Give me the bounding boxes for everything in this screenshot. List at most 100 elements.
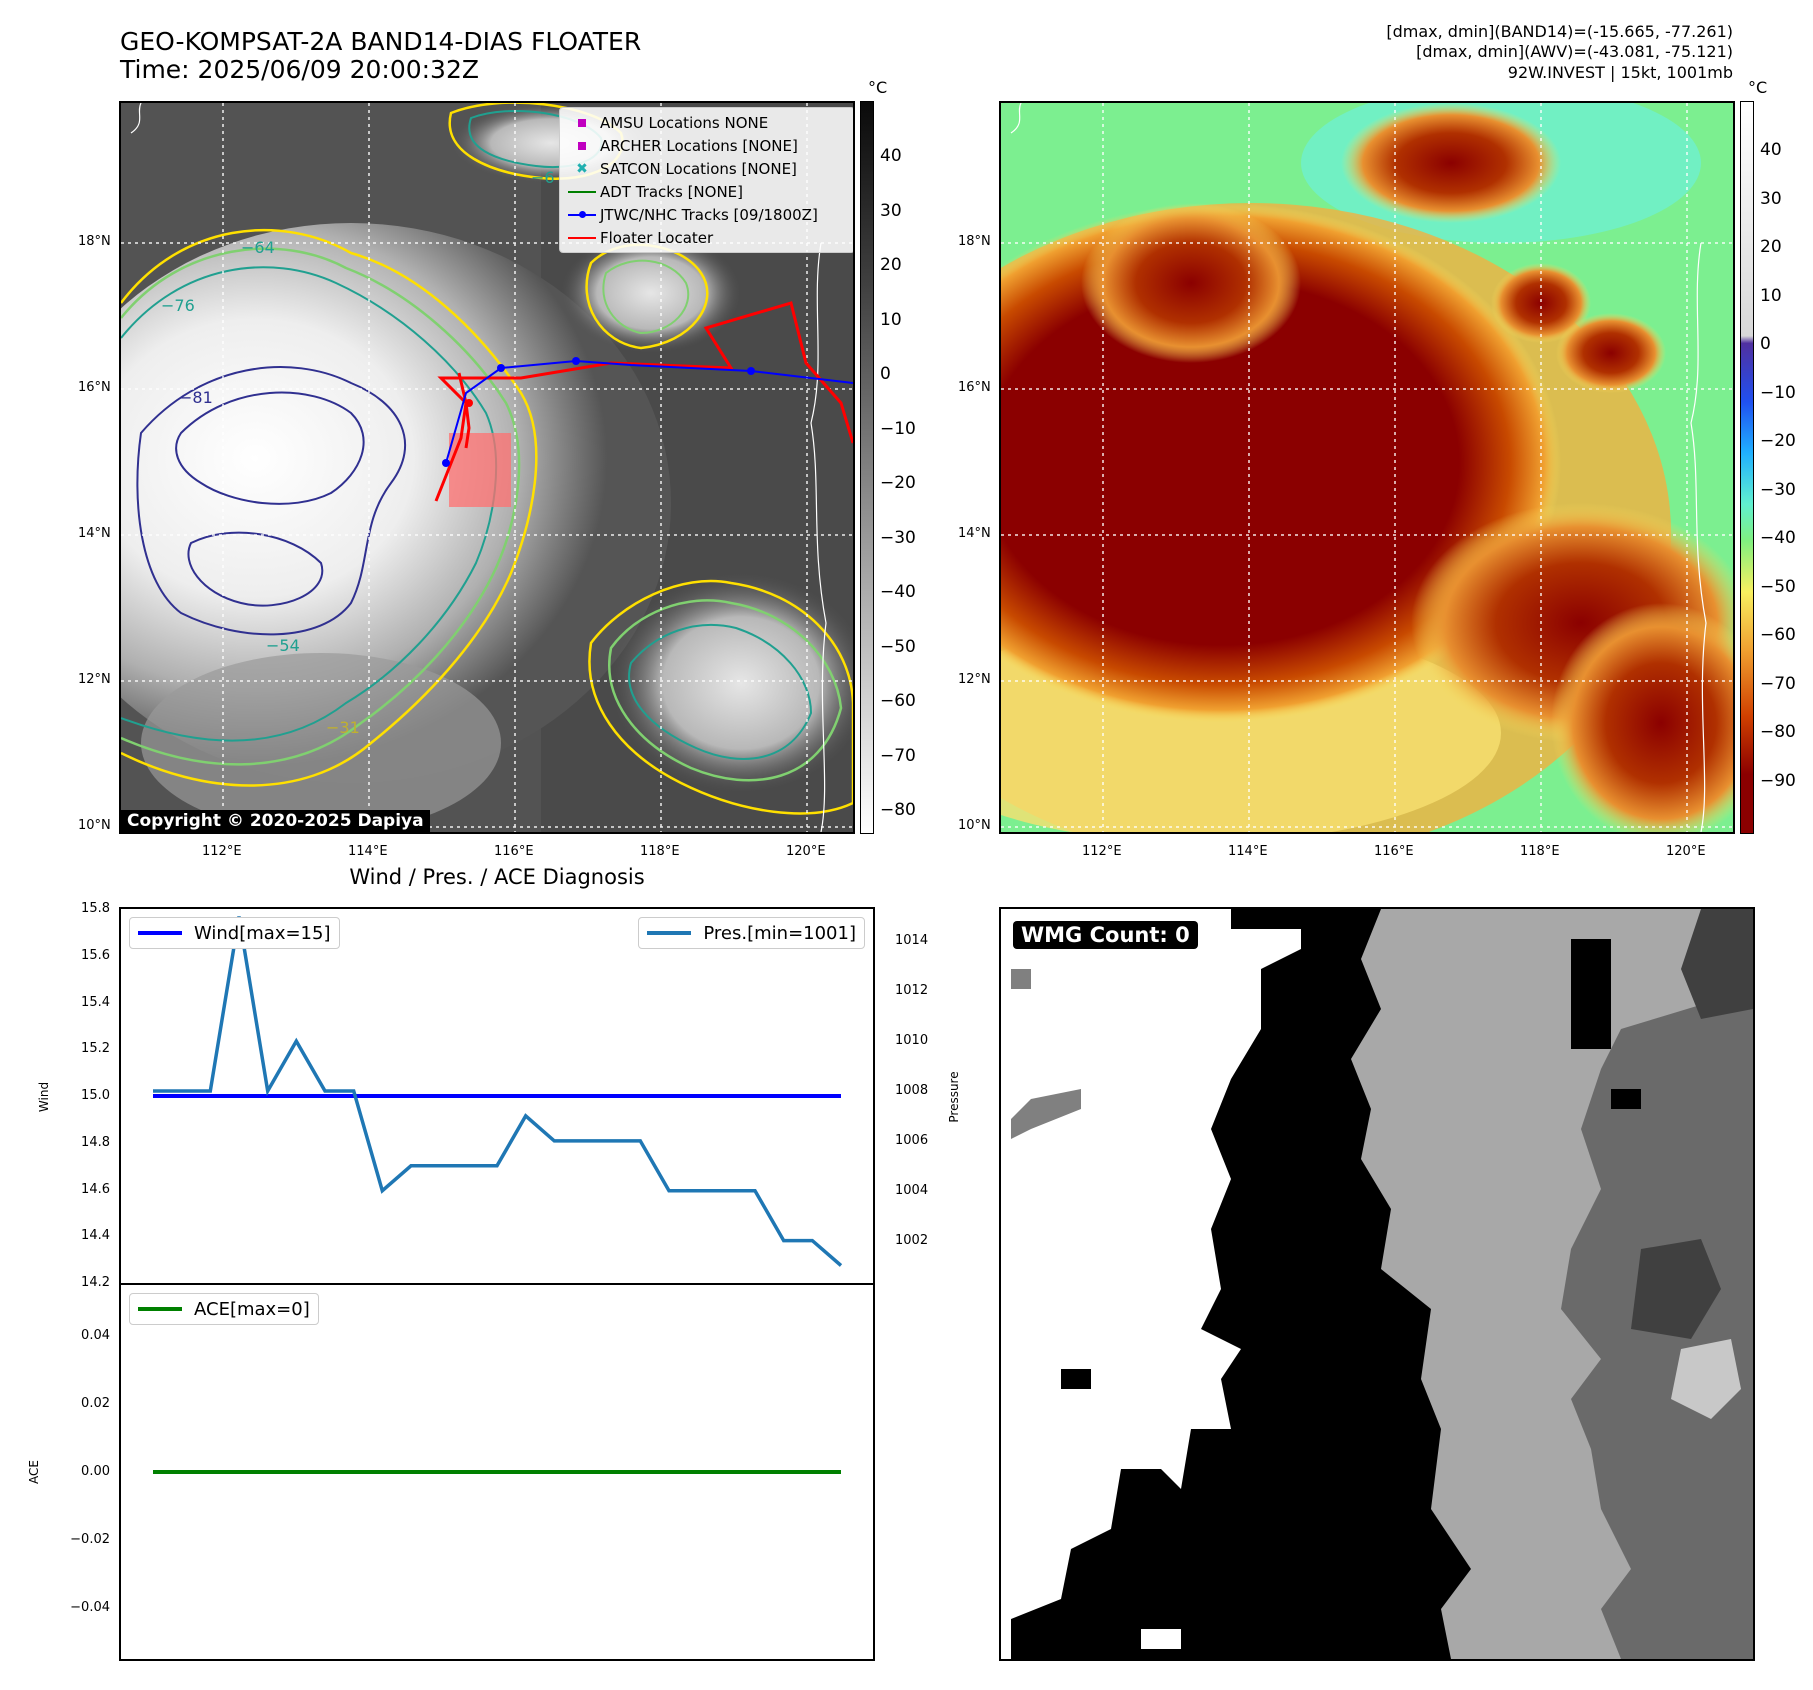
wind-tick: 15.4 bbox=[81, 994, 110, 1010]
wmg-panel: WMG Count: 0 bbox=[999, 907, 1755, 1661]
wind-tick: 14.2 bbox=[81, 1275, 110, 1290]
right-colorbar-unit: °C bbox=[1748, 78, 1768, 97]
awv-map-panel bbox=[999, 101, 1735, 834]
info-band14: [dmax, dmin](BAND14)=(-15.665, -77.261) bbox=[1386, 22, 1733, 41]
left-colorbar-tick: −60 bbox=[880, 691, 916, 711]
legend-archer: ARCHER Locations [NONE] bbox=[564, 134, 850, 157]
left-colorbar-tick: 30 bbox=[880, 200, 902, 221]
chart-title: GEO-KOMPSAT-2A BAND14-DIAS FLOATER bbox=[120, 27, 642, 56]
right-colorbar-tick: −90 bbox=[1760, 770, 1796, 791]
wind-tick: 14.8 bbox=[81, 1134, 110, 1150]
ace-tick: 0.00 bbox=[81, 1464, 110, 1479]
map-legend: AMSU Locations NONE ARCHER Locations [NO… bbox=[559, 107, 853, 253]
pressure-legend: Pres.[min=1001] bbox=[638, 917, 865, 949]
lat-tick: 12°N bbox=[958, 672, 991, 687]
right-colorbar-tick: −40 bbox=[1760, 528, 1796, 548]
lat-tick: 16°N bbox=[78, 380, 111, 395]
ir-map-panel: −81 −76 −64 −54 −31 −6 AMSU Locations NO… bbox=[119, 101, 855, 834]
pressure-tick: 1012 bbox=[895, 983, 929, 999]
contour-label-64: −64 bbox=[241, 238, 275, 257]
contour-label-6: −6 bbox=[531, 168, 555, 187]
ace-svg bbox=[153, 1470, 841, 1474]
lat-tick: 14°N bbox=[78, 526, 111, 541]
right-colorbar-tick: −50 bbox=[1760, 576, 1796, 597]
lat-tick: 10°N bbox=[958, 818, 991, 833]
right-colorbar-tick: −20 bbox=[1760, 431, 1796, 451]
wmg-svg bbox=[1011, 909, 1753, 1659]
left-colorbar-tick: 40 bbox=[880, 146, 902, 166]
wind-ylabel: Wind bbox=[37, 1081, 51, 1113]
right-colorbar-tick: 0 bbox=[1760, 334, 1771, 354]
contour-label-31: −31 bbox=[326, 718, 360, 737]
left-colorbar-tick: −50 bbox=[880, 636, 916, 657]
pressure-tick: 1008 bbox=[895, 1083, 929, 1098]
lat-tick: 14°N bbox=[958, 526, 991, 541]
chart-time: Time: 2025/06/09 20:00:32Z bbox=[120, 55, 479, 84]
lon-tick: 120°E bbox=[1666, 844, 1706, 859]
contour-label-76: −76 bbox=[161, 296, 195, 315]
right-colorbar-tick: 20 bbox=[1760, 237, 1782, 257]
legend-amsu: AMSU Locations NONE bbox=[564, 111, 850, 134]
pressure-ylabel: Pressure bbox=[947, 1071, 961, 1123]
left-colorbar-unit: °C bbox=[868, 78, 888, 97]
legend-jtwc: JTWC/NHC Tracks [09/1800Z] bbox=[564, 203, 850, 226]
right-colorbar-tick: −60 bbox=[1760, 625, 1796, 645]
right-colorbar-tick: −80 bbox=[1760, 722, 1796, 742]
contour-label-54: −54 bbox=[266, 636, 300, 655]
ace-line-swatch bbox=[138, 1307, 182, 1311]
line-marker-icon bbox=[568, 190, 596, 193]
ace-legend: ACE[max=0] bbox=[129, 1293, 319, 1325]
left-colorbar-tick: −30 bbox=[880, 527, 916, 548]
left-colorbar-tick: 20 bbox=[880, 255, 902, 275]
left-colorbar-tick: −10 bbox=[880, 418, 916, 439]
awv-map-svg bbox=[1001, 103, 1733, 832]
wind-tick: 15.0 bbox=[81, 1088, 110, 1103]
square-marker-icon bbox=[578, 141, 586, 150]
diagnosis-title: Wind / Pres. / ACE Diagnosis bbox=[349, 865, 645, 889]
wind-legend: Wind[max=15] bbox=[129, 917, 340, 949]
right-colorbar-tick: 30 bbox=[1760, 188, 1782, 209]
pressure-line-swatch bbox=[647, 931, 692, 935]
ace-tick: −0.04 bbox=[70, 1600, 110, 1615]
right-colorbar bbox=[1740, 101, 1754, 834]
info-awv: [dmax, dmin](AWV)=(-43.081, -75.121) bbox=[1416, 42, 1733, 61]
x-marker-icon: ✖ bbox=[576, 160, 588, 177]
lon-tick: 118°E bbox=[640, 844, 680, 859]
legend-adt: ADT Tracks [NONE] bbox=[564, 180, 850, 203]
right-colorbar-tick: −10 bbox=[1760, 382, 1796, 403]
right-colorbar-tick: −70 bbox=[1760, 673, 1796, 694]
wind-tick: 15.8 bbox=[81, 901, 110, 916]
legend-satcon: ✖ SATCON Locations [NONE] bbox=[576, 159, 797, 178]
lat-tick: 18°N bbox=[78, 234, 111, 249]
lat-tick: 18°N bbox=[958, 234, 991, 249]
lon-tick: 114°E bbox=[348, 844, 388, 859]
line-marker-icon bbox=[568, 236, 596, 239]
right-colorbar-tick: −30 bbox=[1760, 479, 1796, 500]
pressure-tick: 1002 bbox=[895, 1232, 929, 1248]
wind-pressure-panel: Wind[max=15] Pres.[min=1001] bbox=[119, 907, 875, 1285]
left-colorbar-tick: −20 bbox=[880, 473, 916, 493]
legend-floater: Floater Locater bbox=[564, 226, 850, 249]
left-colorbar-tick: −80 bbox=[880, 800, 916, 820]
info-storm: 92W.INVEST | 15kt, 1001mb bbox=[1507, 63, 1733, 82]
lon-tick: 118°E bbox=[1520, 844, 1560, 859]
lat-tick: 16°N bbox=[958, 380, 991, 395]
wind-tick: 15.2 bbox=[81, 1041, 110, 1057]
pressure-tick: 1014 bbox=[895, 933, 929, 949]
lon-tick: 112°E bbox=[202, 844, 242, 859]
right-colorbar-tick: 40 bbox=[1760, 140, 1782, 160]
ace-tick: −0.02 bbox=[70, 1532, 110, 1547]
wmg-count-label: WMG Count: 0 bbox=[1013, 921, 1198, 949]
pressure-series-line bbox=[153, 916, 843, 1267]
wind-line-swatch bbox=[138, 931, 182, 935]
lon-tick: 112°E bbox=[1082, 844, 1122, 859]
square-marker-icon bbox=[578, 118, 586, 127]
pressure-tick: 1006 bbox=[895, 1132, 929, 1148]
copyright-label: Copyright © 2020-2025 Dapiya bbox=[121, 810, 430, 832]
wind-tick: 14.6 bbox=[81, 1181, 110, 1197]
lon-tick: 116°E bbox=[494, 844, 534, 859]
left-colorbar-tick: 10 bbox=[880, 309, 902, 330]
ace-panel: ACE[max=0] bbox=[119, 1283, 875, 1661]
pressure-tick: 1010 bbox=[895, 1033, 929, 1049]
right-colorbar-tick: 10 bbox=[1760, 285, 1782, 306]
